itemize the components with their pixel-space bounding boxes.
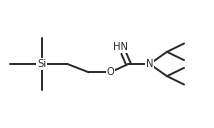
Text: HN: HN <box>113 42 128 52</box>
Text: O: O <box>106 67 114 77</box>
Text: Si: Si <box>37 59 46 69</box>
Text: N: N <box>146 59 154 69</box>
